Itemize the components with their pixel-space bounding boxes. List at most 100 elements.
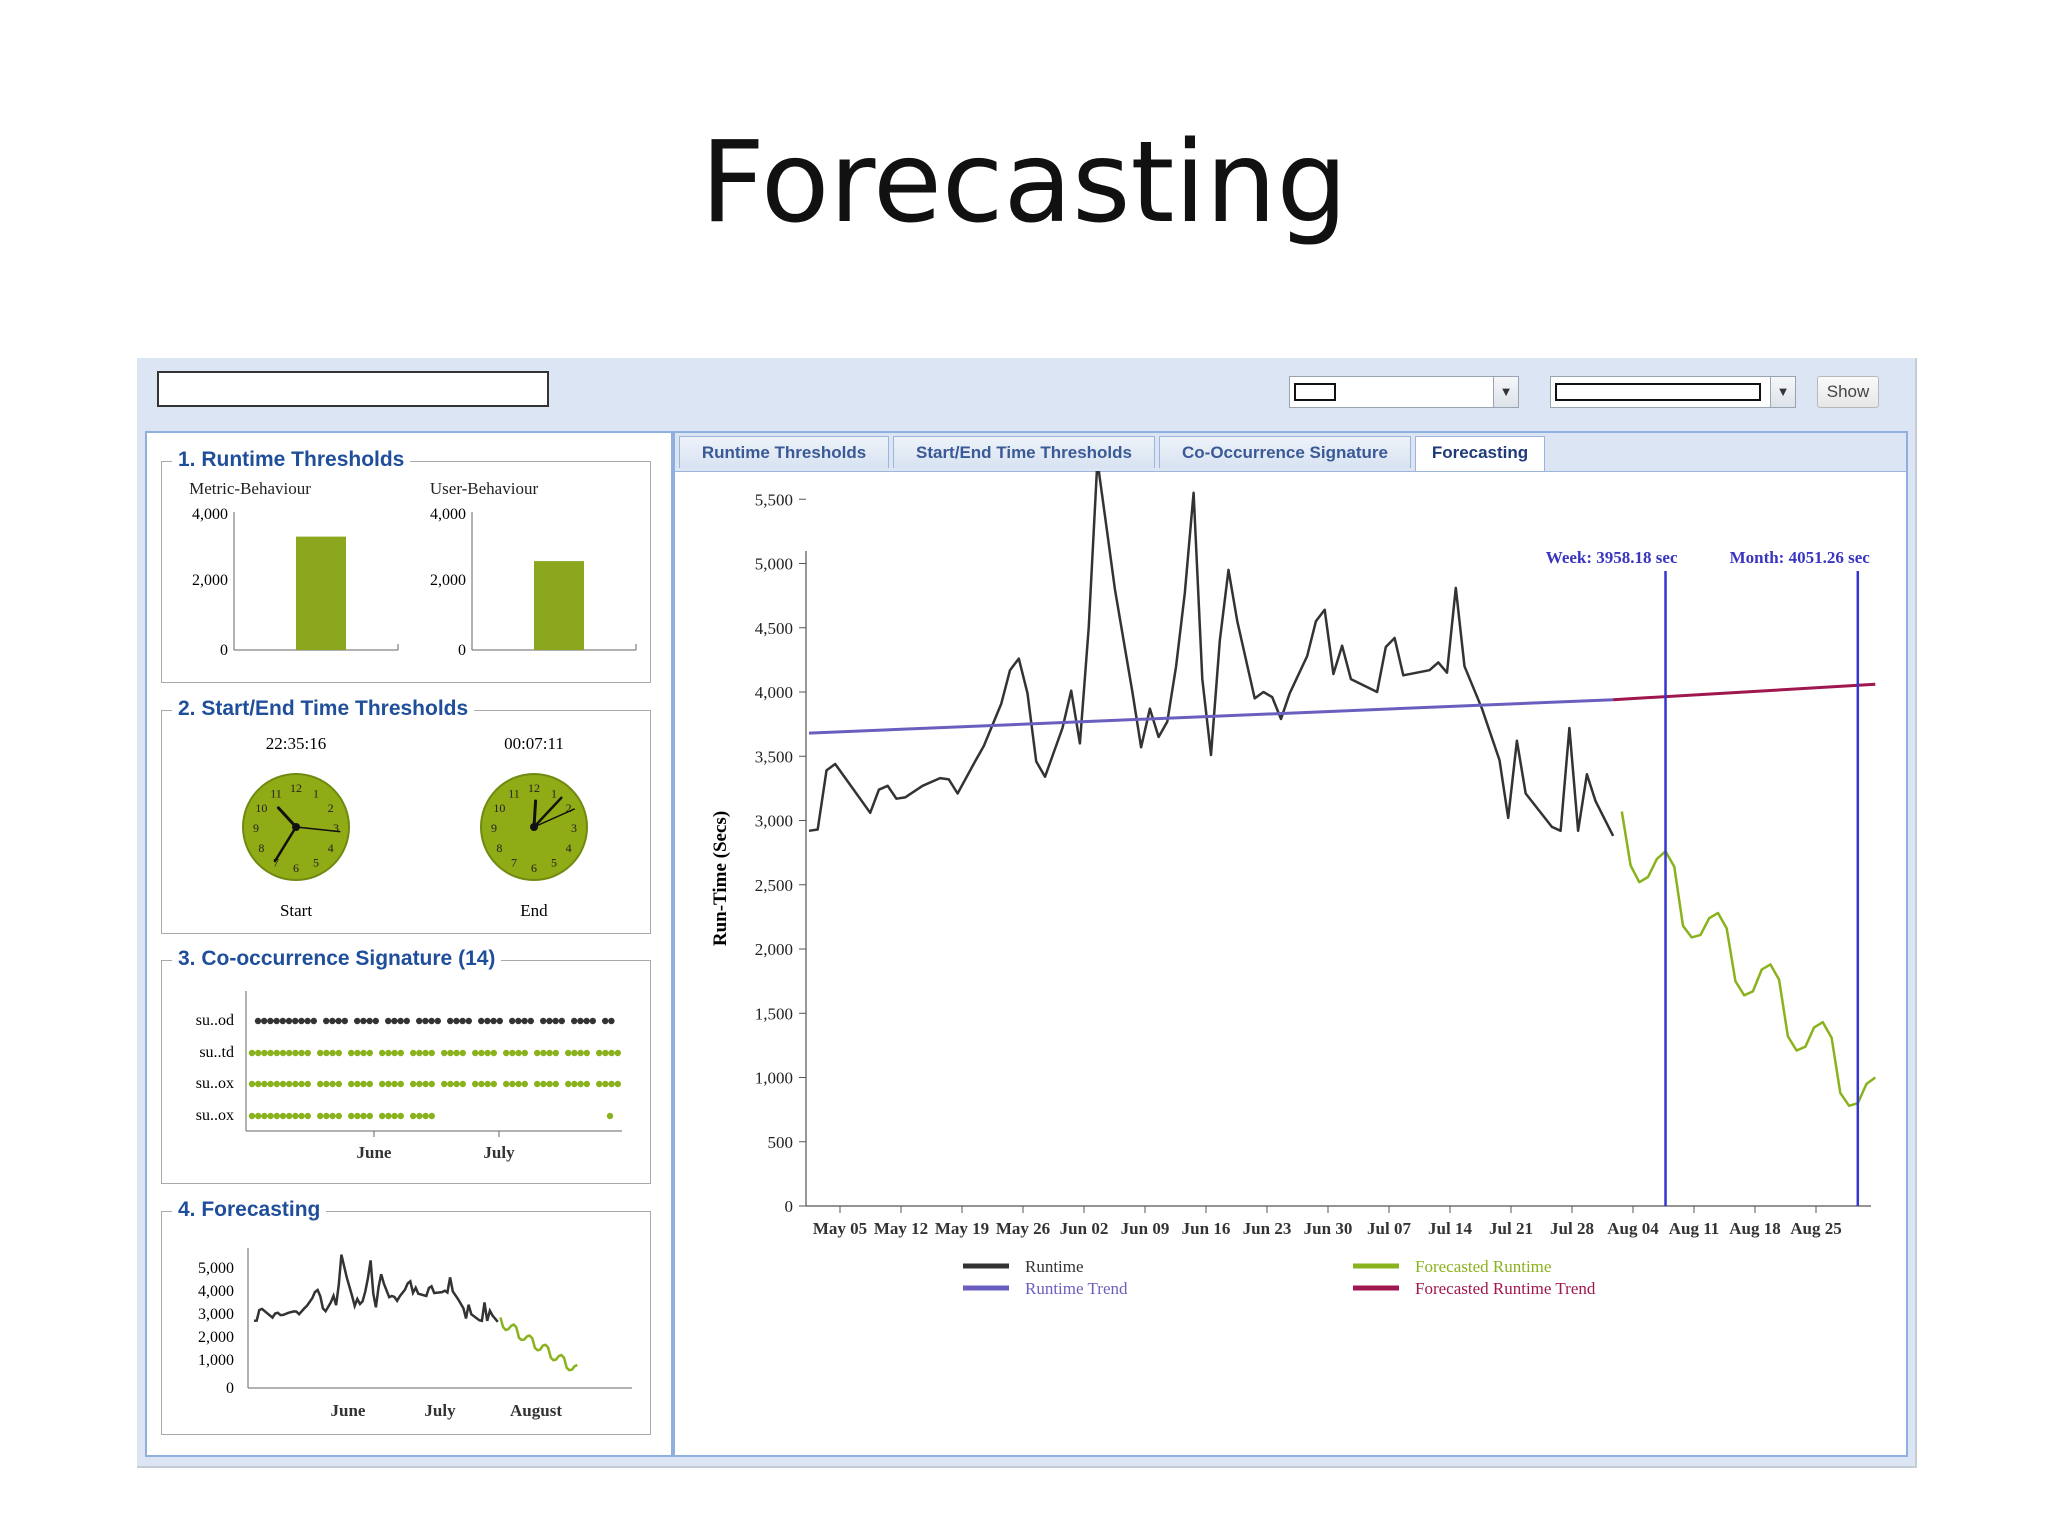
end-time: 00:07:11	[504, 734, 564, 753]
threshold-bar	[296, 536, 346, 650]
second-select[interactable]: ▼	[1550, 376, 1796, 408]
signature-dot	[397, 1080, 404, 1088]
signature-dot	[385, 1017, 392, 1025]
tab-start-end-time-thresholds[interactable]: Start/End Time Thresholds	[893, 436, 1155, 468]
signature-dot	[286, 1080, 293, 1088]
summary-panel: 1. Runtime Thresholds Metric-Behaviour 4…	[145, 431, 673, 1457]
minute-hand	[532, 796, 563, 829]
x-tick-label: May 12	[874, 1219, 928, 1238]
signature-dot	[304, 1017, 311, 1025]
signature-dot	[261, 1112, 268, 1120]
signature-dot	[410, 1112, 417, 1120]
signature-dot	[397, 1017, 404, 1025]
row-label: su..td	[199, 1044, 234, 1061]
x-tick-label: Aug 18	[1729, 1219, 1780, 1238]
signature-dot	[310, 1017, 317, 1025]
signature-dot	[304, 1112, 311, 1120]
clock-numeral: 7	[511, 856, 517, 870]
clock-numeral: 10	[493, 801, 505, 815]
signature-dot	[459, 1017, 466, 1025]
x-tick-label: Jun 09	[1121, 1219, 1170, 1238]
runtime-line	[808, 471, 1615, 837]
signature-dot	[385, 1049, 392, 1057]
signature-dot	[602, 1080, 609, 1088]
signature-dot	[354, 1080, 361, 1088]
clock-numeral: 2	[328, 801, 334, 815]
signature-dot	[273, 1049, 280, 1057]
signature-dot	[583, 1049, 590, 1057]
x-tick-label: June	[357, 1143, 392, 1162]
legend-label: Runtime Trend	[1025, 1279, 1128, 1298]
chevron-down-icon[interactable]: ▼	[1770, 377, 1795, 407]
forecasting-summary-title: 4. Forecasting	[172, 1198, 327, 1222]
y-tick-label: 3,500	[755, 747, 793, 766]
signature-dot	[472, 1049, 479, 1057]
signature-dot	[602, 1017, 609, 1025]
show-button[interactable]: Show	[1817, 376, 1879, 408]
signature-dot	[397, 1112, 404, 1120]
signature-dot	[385, 1080, 392, 1088]
signature-dot	[329, 1080, 336, 1088]
signature-dot	[583, 1080, 590, 1088]
x-axis: May 05 May 12 May 19 May 26 Jun 02 Jun 09 Jun …	[806, 1205, 1871, 1238]
signature-dot	[472, 1080, 479, 1088]
tab-forecasting[interactable]: Forecasting	[1415, 436, 1545, 471]
mini-runtime-line	[253, 1254, 499, 1323]
signature-dots	[248, 1017, 621, 1120]
forecasted-runtime-trend-line	[1613, 682, 1876, 702]
row-label: su..od	[196, 1012, 234, 1029]
signature-dot	[273, 1080, 280, 1088]
signature-dot	[285, 1017, 293, 1025]
signature-dot	[317, 1080, 324, 1088]
signature-dot	[323, 1017, 330, 1025]
signature-dot	[323, 1080, 330, 1088]
signature-dot	[447, 1049, 454, 1057]
signature-dot	[292, 1080, 299, 1088]
signature-dot	[441, 1080, 448, 1088]
signature-dot	[478, 1080, 485, 1088]
signature-dot	[255, 1112, 262, 1120]
x-tick-label: Jun 02	[1060, 1219, 1109, 1238]
first-select[interactable]: ▼	[1289, 376, 1519, 408]
search-input[interactable]	[157, 371, 549, 407]
signature-dot	[422, 1112, 429, 1120]
signature-dot	[515, 1049, 522, 1057]
tab-runtime-thresholds[interactable]: Runtime Thresholds	[679, 436, 889, 468]
signature-dot	[329, 1112, 336, 1120]
signature-dot	[267, 1049, 274, 1057]
signature-dot	[583, 1017, 590, 1025]
signature-dot	[304, 1080, 311, 1088]
signature-dot	[292, 1112, 299, 1120]
signature-dot	[546, 1049, 553, 1057]
signature-dot	[323, 1112, 330, 1120]
tab-co-occurrence-signature[interactable]: Co-Occurrence Signature	[1159, 436, 1411, 468]
signature-dot	[348, 1112, 355, 1120]
y-tick-label: 5,000	[198, 1260, 234, 1277]
signature-dot	[267, 1112, 274, 1120]
signature-dot	[348, 1049, 355, 1057]
x-tick-label: Jun 30	[1304, 1219, 1353, 1238]
forecasted-runtime-line	[1620, 811, 1877, 1108]
co-occurrence-chart: su..od su..td su..ox su..ox June July	[196, 991, 622, 1162]
signature-dot	[416, 1017, 423, 1025]
signature-dot	[279, 1049, 287, 1057]
chevron-down-icon[interactable]: ▼	[1493, 377, 1518, 407]
signature-dot	[335, 1017, 342, 1025]
second-select-value	[1555, 383, 1761, 401]
series-lines	[808, 471, 1877, 1108]
signature-dot	[453, 1049, 460, 1057]
x-tick-label: May 26	[996, 1219, 1050, 1238]
forecasting-mini-chart: 5,000 4,000 3,000 2,000 1,000 0 June Jul…	[198, 1248, 632, 1420]
signature-dot	[317, 1112, 324, 1120]
second-hand	[533, 808, 575, 828]
y-tick-label: 2,000	[430, 572, 466, 589]
signature-dot	[534, 1080, 541, 1088]
signature-dot	[465, 1017, 472, 1025]
clock-numeral: 12	[290, 781, 302, 795]
signature-dot	[434, 1017, 441, 1025]
signature-dot	[397, 1049, 404, 1057]
signature-dot	[391, 1080, 398, 1088]
signature-dot	[596, 1049, 603, 1057]
